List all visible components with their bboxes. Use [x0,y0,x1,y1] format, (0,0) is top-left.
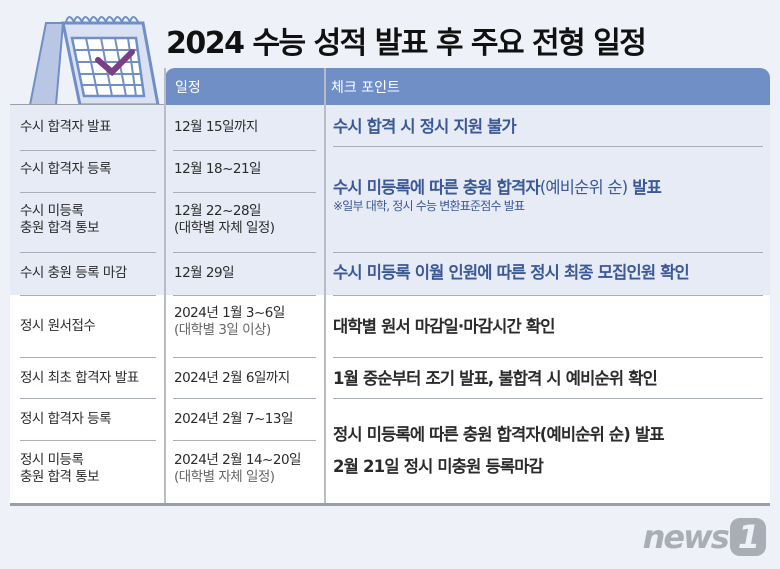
checkpoint-text: 대학별 원서 마감일·마감시간 확인 [333,317,555,336]
event-label: 정시 원서접수 [20,318,96,334]
divider [20,150,156,151]
event-label: 정시 미등록 충원 합격 통보 [20,452,100,485]
event-label: 수시 합격자 발표 [20,119,112,135]
divider [20,398,156,399]
divider [333,146,763,147]
column-divider [324,68,326,505]
date-label: 2024년 2월 14~20일 (대학별 자체 일정) [174,452,301,485]
news1-logo: news 1 [643,518,766,556]
checkpoint-text: 1월 중순부터 조기 발표, 불합격 시 예비순위 확인 [333,369,658,388]
event-label: 정시 합격자 등록 [20,411,112,427]
calendar-check-icon [18,16,168,108]
divider [333,398,763,399]
date-label: 2024년 2월 6일까지 [174,370,290,386]
divider [173,252,316,253]
date-label: 2024년 2월 7~13일 [174,411,293,427]
divider [20,192,156,193]
date-label: 12월 15일까지 [174,119,258,135]
page-title: 2024 수능 성적 발표 후 주요 전형 일정 [166,26,647,61]
susi-section [10,105,770,295]
divider [20,440,156,441]
checkpoint-text: 수시 미등록 이월 인원에 따른 정시 최종 모집인원 확인 [333,263,690,282]
checkpoint-text: 정시 미등록에 따른 충원 합격자(예비순위 순) 발표 2월 21일 정시 미충… [333,425,665,476]
event-label: 정시 최초 합격자 발표 [20,370,139,386]
date-label: 12월 29일 [174,265,235,281]
header-schedule: 일정 [175,80,201,96]
column-divider [164,68,166,505]
table-header: 일정 체크 포인트 [165,68,770,105]
divider [173,150,316,151]
divider [10,503,770,506]
jeongsi-section [10,295,770,504]
divider [173,357,316,358]
divider [20,357,156,358]
checkpoint-note: ※일부 대학, 정시 수능 변환표준점수 발표 [333,199,525,213]
date-label: 12월 22~28일 (대학별 자체 일정) [174,203,275,236]
divider [20,252,156,253]
event-label: 수시 합격자 등록 [20,161,112,177]
event-label: 수시 미등록 충원 합격 통보 [20,203,100,236]
checkpoint-text: 수시 합격 시 정시 지원 불가 [333,117,517,136]
date-label: 12월 18~21일 [174,161,261,177]
date-label: 2024년 1월 3~6일 (대학별 3일 이상) [174,305,285,338]
divider [333,252,763,253]
checkpoint-text: 수시 미등록에 따른 충원 합격자(예비순위 순) 발표 ※일부 대학, 정시 수… [333,178,662,213]
divider [20,295,156,296]
header-checkpoint: 체크 포인트 [331,80,400,96]
divider [173,295,316,296]
divider [173,192,316,193]
divider [333,295,763,296]
divider [173,440,316,441]
event-label: 수시 충원 등록 마감 [20,265,127,281]
divider [173,398,316,399]
divider [333,357,763,358]
